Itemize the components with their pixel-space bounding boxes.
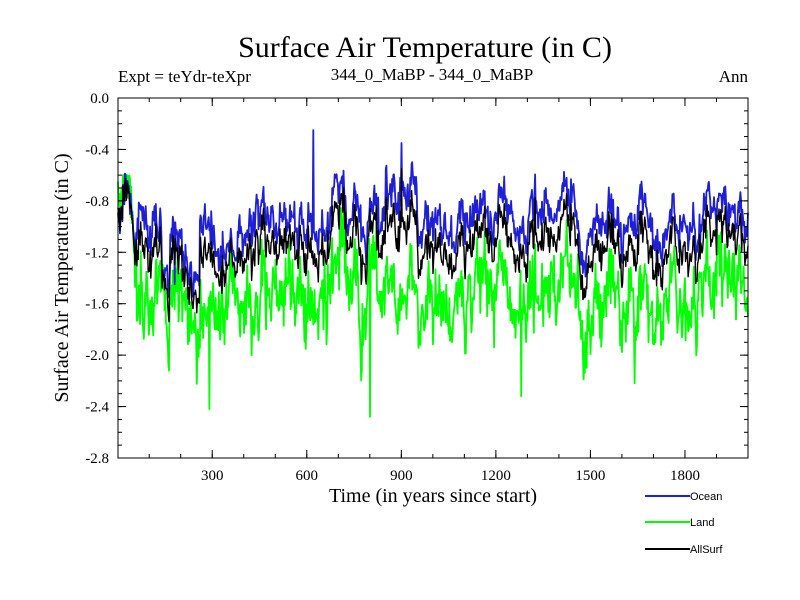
legend: Ocean Land AllSurf [645, 491, 723, 556]
x-tick-label: 600 [296, 468, 319, 484]
y-tick-label: -2.8 [85, 451, 109, 467]
x-axis-label: Time (in years since start) [329, 485, 537, 507]
x-tick-label: 1500 [575, 468, 605, 484]
y-tick-label: -2.0 [85, 348, 109, 364]
legend-label-land: Land [690, 517, 714, 529]
series-line-land [117, 174, 749, 418]
y-tick-label: -1.2 [85, 245, 109, 261]
x-tick-label: 1200 [481, 468, 511, 484]
chart-title: Surface Air Temperature (in C) [238, 31, 612, 64]
y-tick-label: 0.0 [90, 91, 109, 107]
x-tick-label: 1800 [670, 468, 700, 484]
legend-label-allsurf: AllSurf [690, 544, 723, 556]
y-tick-label: -2.4 [85, 400, 109, 416]
legend-label-ocean: Ocean [690, 491, 722, 503]
period-label: 344_0_MaBP - 344_0_MaBP [331, 65, 533, 84]
y-tick-label: -0.8 [85, 194, 109, 210]
y-tick-label: -1.6 [85, 297, 109, 313]
series-line-allsurf [117, 168, 749, 323]
series-layer [117, 129, 749, 418]
experiment-label: Expt = teYdr-teXpr [118, 67, 251, 86]
series-line-ocean [117, 129, 749, 299]
ticks-layer: 0.0 -0.4 -0.8 -1.2 -1.6 -2.0 -2.4 -2.8 300 600 900… [85, 91, 748, 484]
x-tick-label: 300 [201, 468, 224, 484]
y-tick-label: -0.4 [85, 142, 109, 158]
plot-frame [117, 97, 749, 459]
season-label: Ann [719, 67, 749, 86]
y-axis-label: Surface Air Temperature (in C) [51, 153, 73, 402]
x-tick-label: 900 [390, 468, 413, 484]
